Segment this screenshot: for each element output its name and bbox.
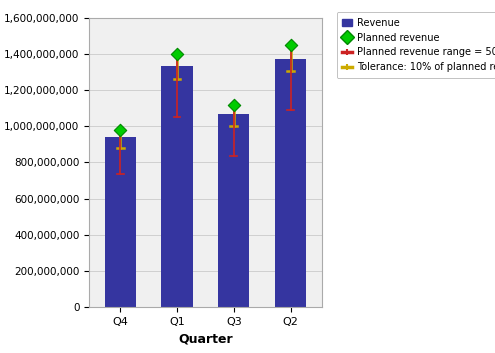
Bar — [275, 59, 306, 307]
Bar — [218, 114, 249, 307]
Bar — [105, 137, 136, 307]
Bar — [161, 66, 193, 307]
Point — [173, 51, 181, 57]
Point — [230, 103, 238, 108]
Legend: Revenue, Planned revenue, Planned revenue range = 50%, Tolerance: 10% of planned: Revenue, Planned revenue, Planned revenu… — [337, 12, 495, 78]
Point — [116, 127, 124, 133]
Point — [287, 42, 295, 48]
X-axis label: Quarter: Quarter — [178, 333, 233, 345]
